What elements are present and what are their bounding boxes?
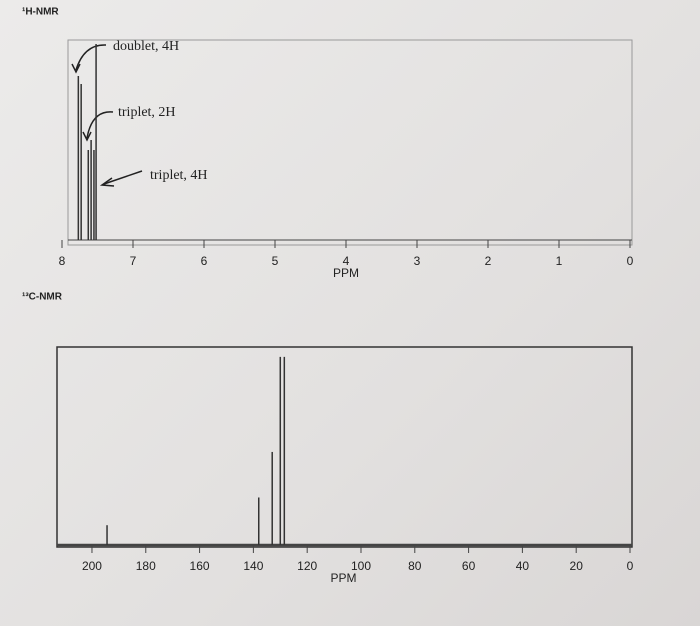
x-tick-label: 2 bbox=[485, 254, 492, 268]
arrow bbox=[86, 111, 114, 139]
x-tick-label: 140 bbox=[243, 559, 263, 573]
x-tick-label: 160 bbox=[190, 559, 210, 573]
x-tick-label: 7 bbox=[130, 254, 137, 268]
arrow bbox=[75, 44, 107, 71]
x-axis-label: PPM bbox=[333, 266, 359, 280]
x-tick-label: 40 bbox=[516, 559, 530, 573]
x-tick-label: 100 bbox=[351, 559, 371, 573]
x-tick-label: 0 bbox=[627, 559, 634, 573]
h-nmr-frame bbox=[67, 39, 633, 246]
x-tick-label: 6 bbox=[201, 254, 208, 268]
x-tick-label: 0 bbox=[627, 254, 634, 268]
chart-title: ¹H-NMR bbox=[22, 7, 59, 18]
x-axis-label: PPM bbox=[330, 571, 356, 585]
x-tick-label: 4 bbox=[343, 254, 350, 268]
c-nmr-frame bbox=[56, 346, 633, 548]
arrow bbox=[103, 170, 143, 185]
x-tick-label: 180 bbox=[136, 559, 156, 573]
x-tick-label: 60 bbox=[462, 559, 476, 573]
x-tick-label: 200 bbox=[82, 559, 102, 573]
x-tick-label: 3 bbox=[414, 254, 421, 268]
annotation: triplet, 4H bbox=[150, 168, 208, 183]
x-tick-label: 120 bbox=[297, 559, 317, 573]
chart-title: ¹³C-NMR bbox=[22, 292, 63, 303]
x-tick-label: 20 bbox=[570, 559, 584, 573]
x-tick-label: 5 bbox=[272, 254, 279, 268]
x-tick-label: 1 bbox=[556, 254, 563, 268]
arrow-head bbox=[99, 177, 115, 187]
annotation: triplet, 2H bbox=[118, 105, 176, 120]
x-tick-label: 8 bbox=[59, 254, 66, 268]
arrow-head bbox=[82, 131, 92, 142]
arrow-head bbox=[71, 63, 81, 74]
annotation: doublet, 4H bbox=[113, 39, 179, 54]
x-tick-label: 80 bbox=[408, 559, 422, 573]
